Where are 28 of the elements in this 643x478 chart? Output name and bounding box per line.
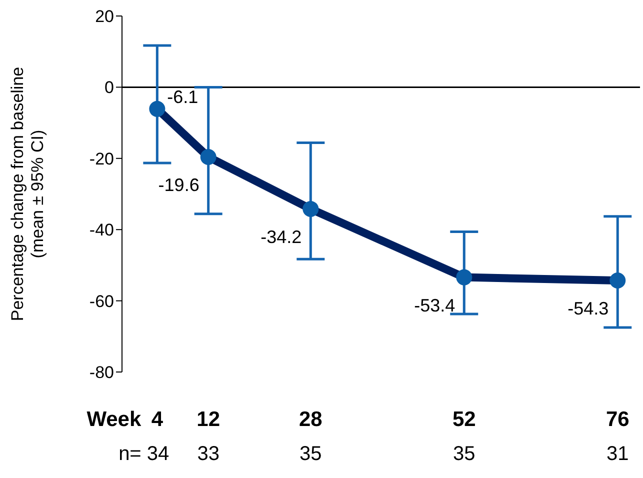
point — [200, 148, 216, 165]
point — [610, 272, 626, 289]
data-label: -34.2 — [260, 226, 302, 247]
x-tick-label: 12 — [196, 408, 220, 431]
text: n= 34 — [118, 443, 170, 465]
x-tick-label: 76 — [606, 408, 630, 431]
y-tick-label: -40 — [89, 220, 114, 240]
text: 31 — [606, 443, 629, 465]
y-tick-label: 20 — [95, 7, 114, 26]
point — [456, 269, 472, 286]
point — [149, 100, 166, 117]
y-tick-label: -60 — [89, 292, 114, 311]
data-label: -19.6 — [158, 174, 200, 195]
data-label: -6.1 — [167, 86, 198, 107]
x-axis-title: Week — [86, 408, 142, 431]
x-tick-label: 52 — [452, 408, 476, 431]
data-label: -53.4 — [414, 295, 456, 316]
text: 33 — [197, 443, 220, 465]
y-tick-label: 0 — [104, 78, 114, 98]
point — [302, 200, 319, 217]
y-axis-title: Percentage change from baseline (mean ± 95% CI) — [8, 66, 47, 322]
text: 35 — [453, 443, 476, 465]
y-tick-label: -20 — [89, 149, 114, 168]
x-tick-label: 4 — [151, 408, 164, 431]
x-tick-label: 28 — [298, 408, 323, 431]
text: 35 — [300, 443, 322, 465]
data-label: -54.3 — [568, 298, 609, 319]
y-tick-label: -80 — [89, 363, 114, 382]
